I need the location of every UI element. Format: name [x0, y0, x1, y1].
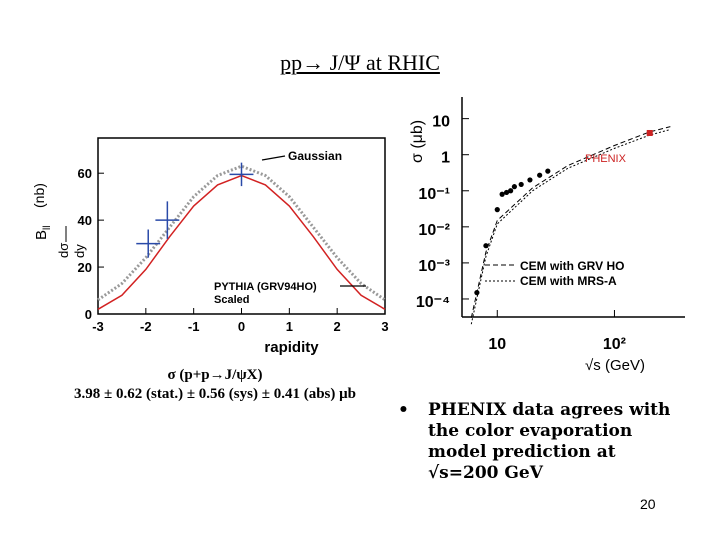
bullet-text: PHENIX data agrees with the color evapor… [428, 400, 671, 483]
right-ytick-label: 10 [432, 114, 450, 131]
left-ylabel: Bll [33, 226, 53, 240]
left-xtick-label: -3 [92, 319, 104, 334]
bullet-symbol: • [398, 400, 409, 420]
right-xlabel: √s (GeV) [585, 357, 645, 374]
right-xtick-label: 10 [488, 336, 506, 353]
left-xtick-label: 0 [238, 319, 245, 334]
left-xtick-label: -1 [188, 319, 200, 334]
right-plot-area: 10⁻⁴ 10⁻³ 10⁻² 10⁻¹ 1 10 10 10² σ (μb) √s (GeV) PH… [409, 97, 685, 374]
right-ylabel: σ (μb) [409, 120, 426, 163]
fixed-target-point [503, 189, 510, 196]
annotation-gaussian: Gaussian [288, 149, 342, 163]
fixed-target-point [545, 168, 551, 174]
left-xtick-label: 2 [334, 319, 341, 334]
slide-title-text: pp→ J/Ψ at RHIC [280, 50, 440, 75]
right-xtick-label: 10² [603, 336, 626, 353]
left-ylabel-frac: dσ [56, 243, 71, 258]
left-ytick-label: 20 [78, 260, 92, 275]
left-plot-area: -3 -2 -1 0 1 2 3 0 20 40 60 rapidity Gaussian PYTHIA … [78, 137, 389, 356]
annotation-cem-grv: CEM with GRV HO [520, 259, 624, 273]
left-xtick-label: 1 [286, 319, 293, 334]
page-number: 20 [640, 496, 656, 512]
fixed-target-point [499, 191, 505, 197]
annotation-scaled: Scaled [214, 294, 249, 306]
left-ylabel-frac2: dy [72, 244, 87, 258]
annotation-phenix: PHENIX [585, 153, 627, 165]
annotation-pythia: PYTHIA (GRV94HO) [214, 281, 317, 293]
fixed-target-point [508, 188, 514, 194]
right-ytick-label: 10⁻³ [418, 258, 450, 275]
fixed-target-point [511, 184, 517, 190]
slide-title: pp→ J/Ψ at RHIC [0, 50, 720, 76]
right-ytick-label: 10⁻⁴ [416, 294, 450, 311]
right-ytick-label: 10⁻² [418, 222, 450, 239]
phenix-point [646, 129, 653, 136]
gaussian-curve [97, 164, 386, 302]
annotation-cem-mrs: CEM with MRS-A [520, 274, 617, 288]
cross-section-caption: σ (p+p→J/ψX) 3.98 ± 0.62 (stat.) ± 0.56 … [30, 366, 400, 404]
fixed-target-point [474, 290, 480, 296]
caption-line1: σ (p+p→J/ψX) [167, 367, 263, 383]
fixed-target-point [537, 172, 543, 178]
fixed-target-point [494, 207, 500, 213]
energy-chart: 10⁻⁴ 10⁻³ 10⁻² 10⁻¹ 1 10 10 10² σ (μb) √s (GeV) PH… [409, 97, 685, 374]
left-xtick-label: 3 [381, 319, 388, 334]
fixed-target-point [527, 177, 533, 183]
annotation-gaussian-arrow [261, 155, 286, 161]
right-ytick-label: 10⁻¹ [418, 186, 450, 203]
left-ylabel-unit: (nb) [31, 183, 47, 208]
cem-grv-curve [470, 126, 671, 318]
right-ytick-label: 1 [441, 150, 450, 167]
caption-line2: 3.98 ± 0.62 (stat.) ± 0.56 (sys) ± 0.41 … [74, 386, 356, 402]
left-ytick-label: 60 [78, 166, 92, 181]
left-ytick-label: 40 [78, 213, 92, 228]
left-ytick-label: 0 [85, 307, 92, 322]
left-xlabel: rapidity [264, 339, 319, 356]
fixed-target-point [483, 243, 489, 249]
left-xtick-label: -2 [140, 319, 152, 334]
fixed-target-point [518, 181, 524, 188]
cem-mrs-curve [470, 129, 671, 325]
rapidity-chart: Bll dσ dy (nb) -3 -2 -1 0 1 2 3 0 20 40 60 rapidity… [31, 137, 389, 356]
